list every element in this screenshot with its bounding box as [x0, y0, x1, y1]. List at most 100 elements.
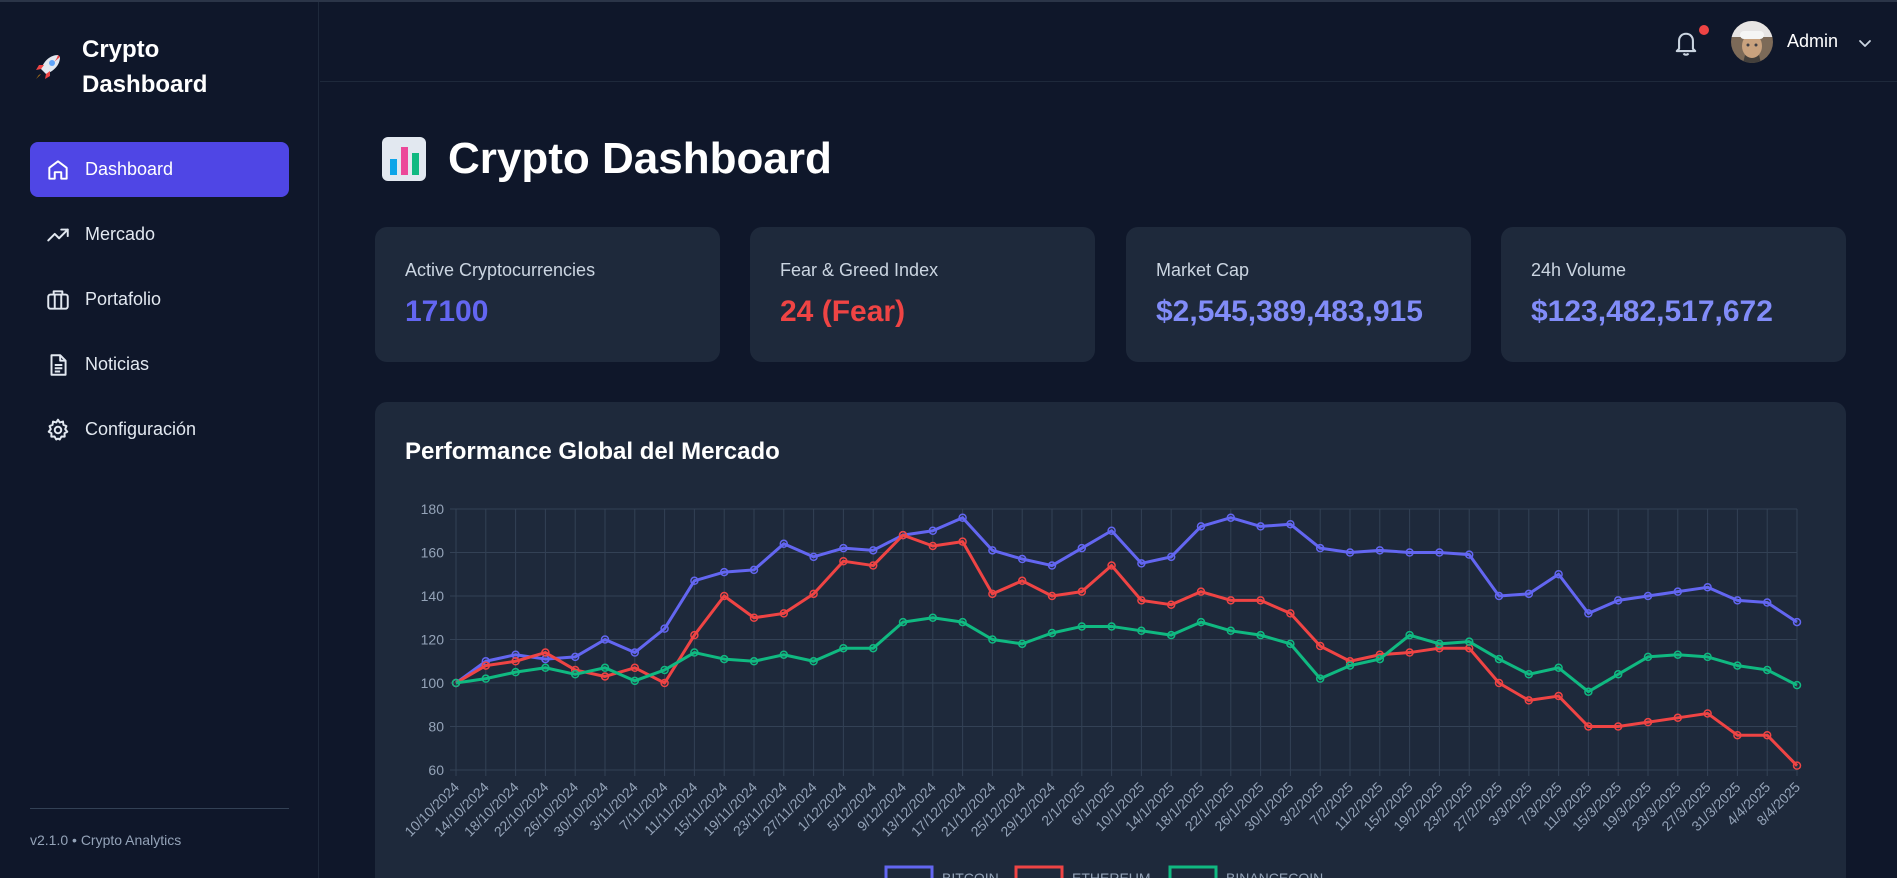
data-point-bitcoin	[958, 513, 967, 522]
data-point-binancecoin	[1703, 652, 1712, 662]
briefcase-icon	[47, 289, 69, 310]
data-point-binancecoin	[660, 665, 669, 675]
data-point-ethereum	[481, 661, 491, 670]
data-point-bitcoin	[1375, 546, 1385, 555]
data-point-binancecoin	[1226, 626, 1236, 636]
data-point-bitcoin	[1554, 570, 1563, 579]
data-point-ethereum	[1613, 722, 1623, 731]
user-name[interactable]: Admin	[1787, 31, 1839, 51]
stat-label: 24h Volume	[1531, 260, 1627, 280]
data-point-ethereum	[1226, 596, 1236, 605]
data-point-bitcoin	[1613, 596, 1623, 605]
data-point-bitcoin	[1077, 543, 1087, 553]
data-point-bitcoin	[1226, 513, 1236, 522]
data-point-ethereum	[541, 648, 550, 657]
page-title-text: Crypto Dashboard	[448, 134, 832, 183]
data-point-ethereum	[1792, 761, 1802, 770]
series-line-ethereum	[455, 533, 1799, 767]
sidebar-nav: Dashboard Mercado Portafolio Noticias	[30, 142, 289, 467]
data-point-binancecoin	[809, 657, 818, 666]
data-point-ethereum	[868, 561, 878, 570]
data-point-ethereum	[1703, 709, 1712, 718]
stat-card-market-cap: Market Cap $2,545,389,483,915	[1126, 227, 1471, 362]
data-point-bitcoin	[630, 648, 640, 657]
data-point-bitcoin	[868, 546, 878, 555]
data-point-bitcoin	[1762, 598, 1772, 607]
avatar-image	[1731, 21, 1773, 63]
data-point-ethereum	[1673, 713, 1683, 723]
y-tick-label: 120	[421, 632, 445, 648]
gear-icon	[47, 418, 69, 441]
legend-swatch	[1168, 865, 1218, 878]
data-point-ethereum	[1315, 641, 1325, 651]
data-point-bitcoin	[988, 546, 997, 555]
data-point-ethereum	[898, 530, 908, 540]
data-point-binancecoin	[1286, 639, 1295, 649]
data-point-binancecoin	[1524, 670, 1534, 679]
legend-label: ETHEREUM	[1072, 870, 1151, 878]
brand[interactable]: Crypto Dashboard	[30, 32, 232, 102]
data-point-bitcoin	[1256, 522, 1265, 531]
sidebar-item-portafolio[interactable]: Portafolio	[30, 272, 289, 327]
data-point-bitcoin	[1345, 548, 1355, 557]
window-top-edge	[0, 0, 1897, 2]
data-point-ethereum	[809, 589, 818, 599]
data-point-bitcoin	[1196, 522, 1206, 531]
data-point-ethereum	[1584, 722, 1593, 731]
sidebar-item-configuracion[interactable]: Configuración	[30, 402, 289, 457]
data-point-binancecoin	[1315, 674, 1325, 683]
data-point-binancecoin	[1792, 680, 1802, 690]
data-point-bitcoin	[1315, 543, 1325, 553]
stat-card-fear-greed: Fear & Greed Index 24 (Fear)	[750, 227, 1095, 362]
data-point-binancecoin	[839, 643, 848, 653]
data-point-bitcoin	[1017, 554, 1027, 564]
data-point-binancecoin	[1405, 630, 1414, 640]
stat-card-24h-volume: 24h Volume $123,482,517,672	[1501, 227, 1846, 362]
rocket-icon	[36, 55, 60, 79]
data-point-bitcoin	[719, 567, 729, 577]
performance-chart-card: Performance Global del Mercado 60 80 100 12…	[375, 402, 1846, 878]
data-point-binancecoin	[928, 613, 938, 622]
data-point-ethereum	[660, 678, 669, 688]
sidebar-item-dashboard[interactable]: Dashboard	[30, 142, 289, 197]
data-point-bitcoin	[1733, 596, 1742, 605]
data-point-bitcoin	[570, 652, 580, 662]
performance-chart: 608010012014016018010/10/202414/10/20241…	[401, 501, 1803, 878]
data-point-ethereum	[600, 672, 610, 681]
bell-icon[interactable]	[1672, 28, 1700, 58]
bar-chart-icon	[382, 137, 426, 181]
data-point-ethereum	[719, 591, 729, 601]
sidebar-item-noticias[interactable]: Noticias	[30, 337, 289, 392]
stat-value: $2,545,389,483,915	[1156, 295, 1423, 328]
data-point-binancecoin	[690, 648, 699, 657]
data-point-bitcoin	[1166, 552, 1176, 562]
y-tick-label: 100	[421, 675, 445, 691]
data-point-ethereum	[839, 556, 848, 566]
data-point-binancecoin	[630, 676, 640, 686]
data-point-binancecoin	[988, 635, 997, 644]
data-point-binancecoin	[600, 663, 610, 673]
data-point-bitcoin	[928, 526, 938, 535]
stat-value: $123,482,517,672	[1531, 295, 1773, 328]
legend-swatch	[1014, 865, 1064, 878]
stat-label: Fear & Greed Index	[780, 260, 939, 280]
data-point-ethereum	[1524, 696, 1534, 705]
sidebar-item-label: Portafolio	[85, 289, 162, 309]
sidebar-item-mercado[interactable]: Mercado	[30, 207, 289, 262]
sidebar-item-label: Mercado	[85, 224, 156, 244]
chevron-down-icon[interactable]	[1856, 34, 1874, 52]
legend-label: BITCOIN	[942, 870, 999, 878]
data-point-binancecoin	[779, 650, 789, 659]
data-point-binancecoin	[570, 670, 580, 679]
home-icon	[48, 159, 68, 180]
data-point-binancecoin	[1494, 654, 1504, 664]
data-point-binancecoin	[1554, 663, 1563, 673]
data-point-ethereum	[1196, 587, 1206, 596]
avatar[interactable]	[1731, 21, 1773, 63]
y-tick-label: 160	[421, 545, 445, 561]
data-point-binancecoin	[1345, 661, 1355, 670]
data-point-binancecoin	[898, 617, 908, 627]
data-point-binancecoin	[541, 663, 550, 673]
data-point-binancecoin	[749, 657, 759, 666]
sidebar-item-label: Noticias	[85, 354, 150, 374]
